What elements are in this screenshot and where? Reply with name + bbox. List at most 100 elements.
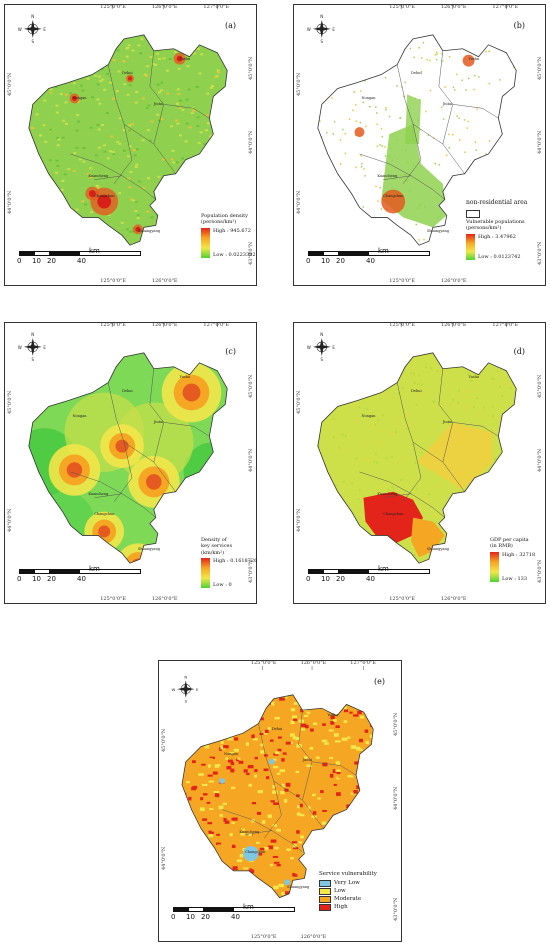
raster-cell (362, 229, 364, 231)
raster-cell (217, 46, 221, 49)
raster-cell (354, 388, 357, 391)
vulnerability-cell (277, 748, 282, 752)
vulnerability-cell (305, 829, 311, 833)
map-canvas-d: NSW E (307, 323, 517, 564)
vulnerability-cell (344, 706, 347, 711)
vulnerability-cell (294, 890, 298, 894)
raster-cell (123, 149, 127, 152)
region-texture-c (28, 362, 228, 564)
vulnerability-cell (220, 745, 226, 750)
raster-cell (381, 232, 384, 235)
tick-label-bottom: 126°0'0"E (440, 596, 467, 602)
vulnerability-cell (351, 864, 356, 868)
raster-cell (462, 379, 465, 382)
density-blob (34, 491, 95, 552)
raster-cell (364, 80, 366, 82)
vulnerability-cell (230, 711, 237, 714)
raster-cell (185, 98, 189, 101)
raster-cell (123, 83, 127, 86)
tick-label-left: 44°0'0"N (161, 846, 167, 870)
raster-cell (161, 158, 165, 161)
raster-cell (30, 150, 34, 153)
raster-cell (189, 188, 193, 191)
scale-bar-unit: km (89, 565, 100, 573)
raster-cell (218, 40, 222, 43)
raster-cell (467, 535, 470, 538)
raster-cell (178, 99, 182, 102)
vulnerability-cell (247, 892, 252, 895)
raster-cell (497, 141, 500, 143)
vulnerability-cell (192, 760, 196, 764)
raster-cell (512, 60, 514, 63)
raster-cell (147, 34, 151, 36)
vulnerability-cell (272, 855, 279, 858)
vulnerability-cell (227, 759, 233, 763)
vulnerability-cell (272, 824, 277, 827)
vulnerability-cell (312, 793, 316, 797)
raster-cell (354, 203, 356, 206)
vulnerability-cell (226, 884, 231, 887)
vulnerability-cell (209, 724, 214, 728)
vulnerability-cell (199, 697, 204, 700)
raster-cell (50, 201, 54, 204)
raster-cell (78, 158, 82, 161)
raster-cell (192, 52, 196, 55)
scale-bar-label: 40 (366, 257, 375, 265)
raster-cell (150, 216, 154, 219)
vulnerability-cell (347, 736, 351, 739)
raster-cell (43, 43, 47, 46)
vulnerability-cell (189, 847, 194, 851)
raster-cell (222, 104, 226, 107)
vulnerability-cell (209, 895, 215, 898)
vulnerability-cell (201, 783, 208, 787)
raster-cell (461, 79, 463, 82)
raster-cell (388, 115, 391, 118)
raster-cell (32, 50, 36, 53)
raster-cell (461, 240, 464, 242)
vulnerability-cell (260, 706, 264, 710)
panel-label-c: (c) (225, 347, 236, 356)
raster-cell (105, 73, 109, 76)
svg-text:S: S (185, 698, 188, 703)
raster-cell (415, 487, 418, 490)
vulnerability-cell (377, 807, 383, 810)
raster-cell (28, 219, 32, 222)
raster-cell (59, 34, 63, 36)
raster-cell (392, 488, 395, 491)
vulnerability-cell (231, 786, 236, 790)
raster-cell (28, 195, 31, 198)
raster-cell (399, 47, 402, 49)
raster-cell (368, 73, 371, 76)
raster-cell (333, 76, 336, 78)
raster-cell (82, 160, 86, 163)
raster-cell (31, 237, 35, 240)
raster-cell (62, 44, 66, 47)
town-label: Jiutai (153, 102, 164, 107)
raster-cell (217, 197, 220, 200)
vulnerability-cell (344, 849, 351, 854)
scale-bar-label: 40 (77, 575, 86, 583)
vulnerability-cell (365, 701, 371, 704)
vulnerability-cell (198, 773, 204, 776)
density-peak (182, 383, 201, 402)
raster-cell (146, 242, 150, 245)
raster-cell (147, 177, 150, 180)
vulnerability-cell (182, 885, 188, 889)
raster-cell (34, 47, 38, 50)
vulnerability-cell (363, 822, 368, 826)
raster-cell (118, 192, 122, 195)
vulnerability-cell (265, 699, 270, 703)
raster-cell (177, 93, 181, 96)
vulnerability-cell (369, 734, 374, 739)
svg-text:N: N (184, 675, 187, 680)
raster-cell (161, 223, 165, 226)
county-border (383, 493, 445, 518)
raster-cell (181, 157, 185, 160)
raster-cell (126, 177, 130, 180)
town-label: Changchun (383, 511, 404, 516)
raster-cell (172, 242, 176, 245)
vulnerability-cell (333, 719, 337, 722)
legend-label: Very Low (334, 879, 360, 886)
raster-cell (132, 149, 136, 152)
tick-label-right: 44°0'0"N (537, 130, 543, 154)
